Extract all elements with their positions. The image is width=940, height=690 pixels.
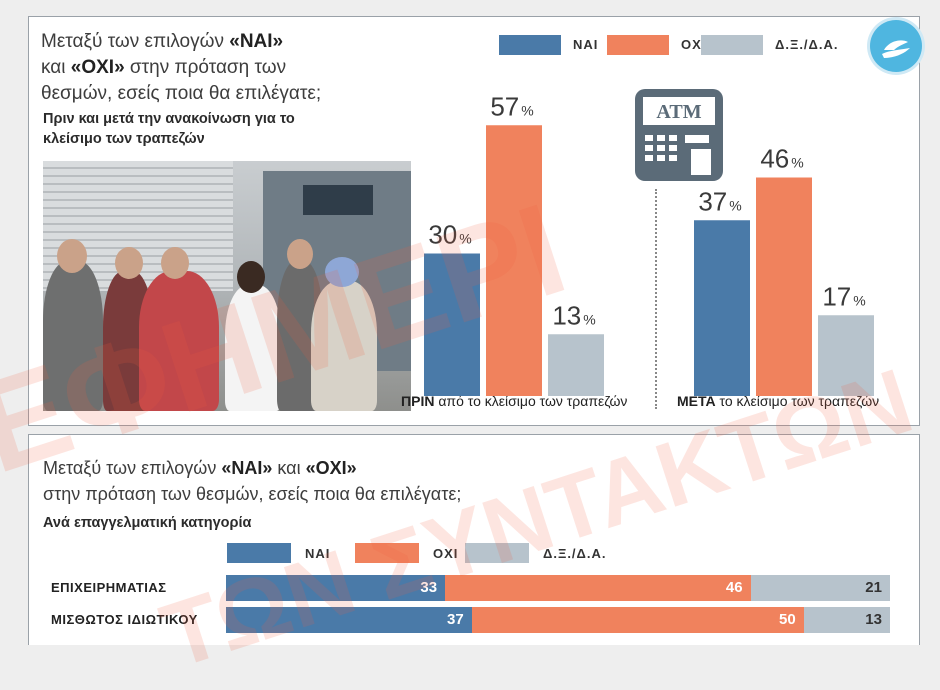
row-label: ΜΙΣΘΩΤΟΣ ΙΔΙΩΤΙΚΟΥ (51, 612, 198, 627)
person (43, 261, 103, 411)
legend-swatch-dxda (465, 543, 529, 563)
question-text: θεσμών, εσείς ποια θα επιλέγατε; (41, 83, 322, 104)
after-caption: ΜΕΤΑ το κλείσιμο των τραπεζών (677, 393, 880, 409)
question-text: Μεταξύ των επιλογών (43, 458, 222, 478)
legend-label-nai: ΝΑΙ (573, 37, 599, 52)
question-nai: «ΝΑΙ» (221, 458, 273, 478)
legend-label-dxda: Δ.Ξ./Δ.Α. (543, 546, 607, 561)
stacked-segment-oxi: 46 (445, 575, 751, 601)
legend-swatch-nai (499, 35, 561, 55)
stacked-segment-dxda: 21 (750, 575, 890, 601)
chart-divider (655, 189, 657, 409)
question-text: και (272, 458, 306, 478)
bottom-chart-panel: Μεταξύ των επιλογών «ΝΑΙ» και «ΟΧΙ» στην… (28, 434, 920, 645)
person (311, 281, 377, 411)
hand-icon (882, 40, 910, 58)
person-head (115, 247, 143, 279)
bottom-question: Μεταξύ των επιλογών «ΝΑΙ» και «ΟΧΙ» στην… (43, 455, 503, 507)
stacked-segment-dxda: 13 (803, 607, 890, 633)
legend-label-oxi: ΟΧΙ (681, 37, 707, 52)
question-nai: «ΝΑΙ» (229, 31, 284, 52)
stacked-segment-nai: 33 (226, 575, 446, 601)
bottom-subtitle: Ανά επαγγελματική κατηγορία (43, 515, 252, 531)
legend-label-nai: ΝΑΙ (305, 546, 331, 561)
person-head (287, 239, 313, 269)
bank-queue-photo (43, 161, 411, 411)
question-text: στην πρόταση των θεσμών, εσείς ποια θα ε… (43, 484, 462, 504)
legend-swatch-nai (227, 543, 291, 563)
stacked-segment-oxi: 50 (471, 607, 804, 633)
question-text: στην πρόταση των (124, 57, 287, 78)
person (139, 271, 219, 411)
person-head (161, 247, 189, 279)
stacked-segment-nai: 37 (226, 607, 472, 633)
legend-label-oxi: ΟΧΙ (433, 546, 459, 561)
atm-screen (303, 185, 373, 215)
person-head (237, 261, 265, 293)
legend-label-dxda: Δ.Ξ./Δ.Α. (775, 37, 839, 52)
before-caption: ΠΡΙΝ από το κλείσιμο των τραπεζών (401, 393, 628, 409)
top-question: Μεταξύ των επιλογών «ΝΑΙ» και «ΟΧΙ» στην… (41, 29, 331, 107)
legend-swatch-dxda (701, 35, 763, 55)
top-subtitle: Πριν και μετά την ανακοίνωση για το κλεί… (43, 111, 295, 147)
top-chart-panel: Μεταξύ των επιλογών «ΝΑΙ» και «ΟΧΙ» στην… (28, 16, 920, 426)
atm-text: ATM (656, 101, 701, 123)
row-label: ΕΠΙΧΕΙΡΗΜΑΤΙΑΣ (51, 580, 167, 595)
publisher-logo (870, 20, 922, 72)
question-oxi: «ΟΧΙ» (305, 458, 357, 478)
legend-swatch-oxi (355, 543, 419, 563)
person-hat (325, 257, 359, 287)
person (225, 285, 281, 411)
person-head (57, 239, 87, 273)
question-text: και (41, 57, 71, 78)
question-text: Μεταξύ των επιλογών (41, 31, 230, 52)
legend-swatch-oxi (607, 35, 669, 55)
atm-icon: ATM (635, 89, 723, 181)
question-oxi: «ΟΧΙ» (70, 57, 125, 78)
